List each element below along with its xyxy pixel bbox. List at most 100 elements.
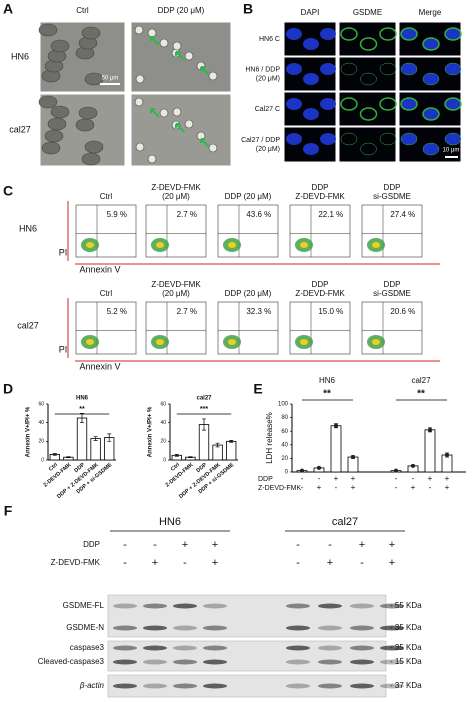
condition-label: DDP <box>312 183 329 192</box>
data-point <box>334 423 338 428</box>
nucleus <box>320 98 336 110</box>
y-tick-label: 0 <box>285 470 289 476</box>
sign: - <box>123 539 127 551</box>
error-bar <box>52 453 57 456</box>
cell <box>38 23 58 37</box>
x-tick-label: Ctrl <box>48 462 59 473</box>
panel-label: B <box>243 1 253 17</box>
fluorescence-image <box>338 56 397 92</box>
band <box>380 659 404 665</box>
row-label: cal27 <box>9 124 31 134</box>
sign: - <box>123 557 127 569</box>
fluorescence-image <box>338 21 397 57</box>
nucleus <box>340 62 358 76</box>
percentage-label: 20.6 % <box>390 307 415 316</box>
cell <box>134 25 144 35</box>
data-point <box>411 463 415 468</box>
bar <box>347 456 359 473</box>
y-axis-label: Annexin V+/PI+ % <box>148 406 154 457</box>
band <box>380 625 404 631</box>
band <box>173 683 197 689</box>
nucleus <box>422 72 440 86</box>
row-label: Cal27 / DDP <box>241 137 280 144</box>
nucleus <box>379 27 397 41</box>
band <box>380 645 404 651</box>
y-tick-label: 80 <box>281 415 288 421</box>
panel-label: E <box>253 381 262 397</box>
nucleus <box>400 97 418 111</box>
band <box>350 645 374 651</box>
data-point <box>317 465 321 470</box>
arrow <box>150 108 160 118</box>
band <box>113 645 137 651</box>
cell <box>41 141 61 155</box>
sign: + <box>212 557 218 569</box>
blot-label: Cleaved-caspase3 <box>38 657 105 666</box>
band <box>143 683 167 689</box>
sign: - <box>335 483 338 492</box>
band <box>203 659 227 665</box>
nucleus <box>379 132 397 146</box>
y-tick-label: 60 <box>281 429 288 435</box>
band <box>143 645 167 651</box>
blot <box>107 674 387 698</box>
band <box>318 659 342 665</box>
chart-title: cal27 <box>196 396 212 402</box>
band <box>113 603 137 609</box>
nucleus <box>444 27 462 41</box>
condition-label: si-GSDME <box>373 289 411 298</box>
nucleus <box>444 62 462 76</box>
band <box>203 683 227 689</box>
nucleus <box>400 132 418 146</box>
flow-plot <box>145 204 207 258</box>
group-label: HN6 <box>159 516 181 528</box>
blot-label: β-actin <box>79 681 105 690</box>
arrow <box>175 51 185 61</box>
band <box>286 659 310 665</box>
condition-label: DDP <box>384 280 401 289</box>
column-header: Ctrl <box>76 6 89 15</box>
molecular-weight: - 35 KDa <box>390 643 422 652</box>
y-tick-label: 40 <box>160 420 166 426</box>
band <box>350 683 374 689</box>
nucleus <box>340 132 358 146</box>
cell <box>75 118 95 132</box>
cell <box>84 72 104 86</box>
row-label: (20 μM) <box>256 75 280 82</box>
blot <box>107 594 387 638</box>
cell <box>208 71 218 81</box>
condition-label: DDP <box>258 476 273 483</box>
cell <box>159 38 169 48</box>
cell <box>78 106 98 120</box>
band <box>286 645 310 651</box>
nucleus <box>340 97 358 111</box>
y-tick-label: 100 <box>278 402 289 408</box>
significance: ** <box>323 389 331 400</box>
sign: - <box>318 474 321 483</box>
cell <box>172 41 182 51</box>
cell-population <box>228 242 236 248</box>
nucleus <box>320 133 336 145</box>
y-tick-label: 40 <box>281 442 288 448</box>
nucleus <box>422 37 440 51</box>
percentage-label: 5.9 % <box>107 210 127 219</box>
significance: *** <box>200 406 208 413</box>
error-bar <box>215 442 220 448</box>
panel-label: C <box>3 183 13 199</box>
condition-label: DDP <box>312 280 329 289</box>
sign: - <box>395 483 398 492</box>
row-label: HN6 C <box>259 36 280 43</box>
error-bar <box>174 454 179 457</box>
nucleus <box>320 63 336 75</box>
y-axis-label: LDH release% <box>265 412 274 464</box>
band <box>318 603 342 609</box>
arrow <box>200 66 210 76</box>
column-header: GSDME <box>353 8 382 17</box>
band <box>173 645 197 651</box>
percentage-label: 15.0 % <box>318 307 343 316</box>
sign: + <box>359 539 365 551</box>
bar <box>424 429 436 473</box>
band <box>203 603 227 609</box>
cell <box>84 140 104 154</box>
panel-label: F <box>4 503 13 519</box>
